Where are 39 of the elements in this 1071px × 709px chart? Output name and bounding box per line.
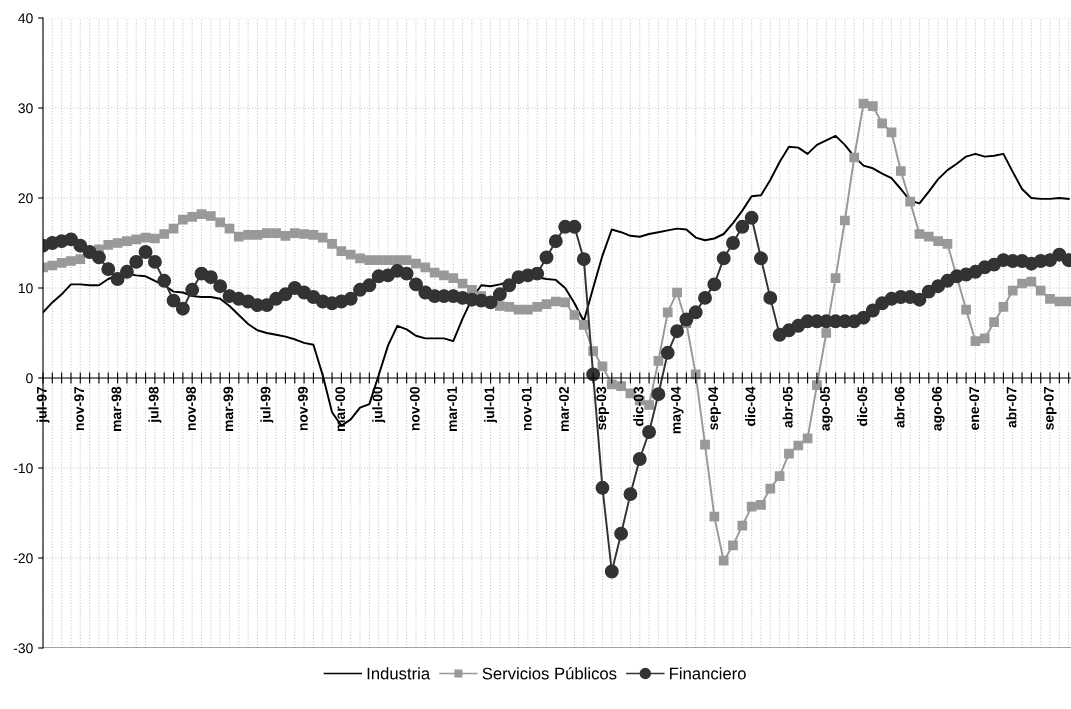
x-tick-label: sep-03 — [596, 386, 609, 430]
x-tick-label: sep-07 — [1043, 386, 1057, 430]
x-tick-label: nov-97 — [74, 386, 85, 431]
y-tick-label: 40 — [18, 13, 33, 24]
x-tick-label: ago-06 — [931, 386, 945, 431]
x-tick-label: jul-99 — [260, 386, 274, 423]
x-tick-label: ago-05 — [820, 386, 833, 431]
x-tick-label: jul-01 — [484, 386, 498, 423]
x-tick-label: mar-02 — [559, 386, 569, 431]
x-tick-label: may-04 — [670, 386, 684, 434]
x-tick-label: jul-97 — [36, 386, 50, 423]
legend-label: Industria — [367, 667, 431, 680]
x-tick-label: mar-99 — [223, 386, 234, 431]
x-tick-label: abr-07 — [1006, 386, 1017, 428]
x-tick-label: nov-98 — [186, 386, 196, 431]
y-tick-label: -30 — [13, 643, 33, 654]
x-tick-label: mar-00 — [335, 386, 346, 431]
legend-label: Servicios Públicos — [482, 667, 617, 680]
y-tick-label: 10 — [18, 283, 33, 294]
y-tick-label: 0 — [26, 373, 33, 384]
x-tick-label: abr-06 — [894, 386, 905, 428]
y-tick-label: -10 — [13, 463, 33, 474]
x-tick-label: ene-07 — [969, 386, 980, 430]
x-tick-label: jul-98 — [148, 386, 162, 423]
legend-label: Financiero — [670, 667, 746, 680]
x-tick-label: nov-00 — [409, 386, 420, 431]
x-tick-label: nov-01 — [521, 386, 532, 431]
y-tick-label: 30 — [18, 103, 33, 114]
x-tick-label: dic-04 — [745, 386, 756, 426]
y-tick-label: -20 — [13, 553, 33, 564]
x-tick-label: nov-99 — [297, 386, 308, 431]
x-tick-label: abr-05 — [782, 386, 793, 428]
x-tick-label: dic-03 — [633, 386, 644, 426]
x-tick-label: mar-01 — [447, 386, 457, 431]
y-tick-label: 20 — [18, 193, 33, 204]
x-tick-label: sep-04 — [708, 386, 721, 430]
x-tick-label: dic-05 — [857, 386, 868, 426]
x-tick-label: jul-00 — [372, 386, 386, 423]
x-tick-label: mar-98 — [111, 386, 122, 431]
